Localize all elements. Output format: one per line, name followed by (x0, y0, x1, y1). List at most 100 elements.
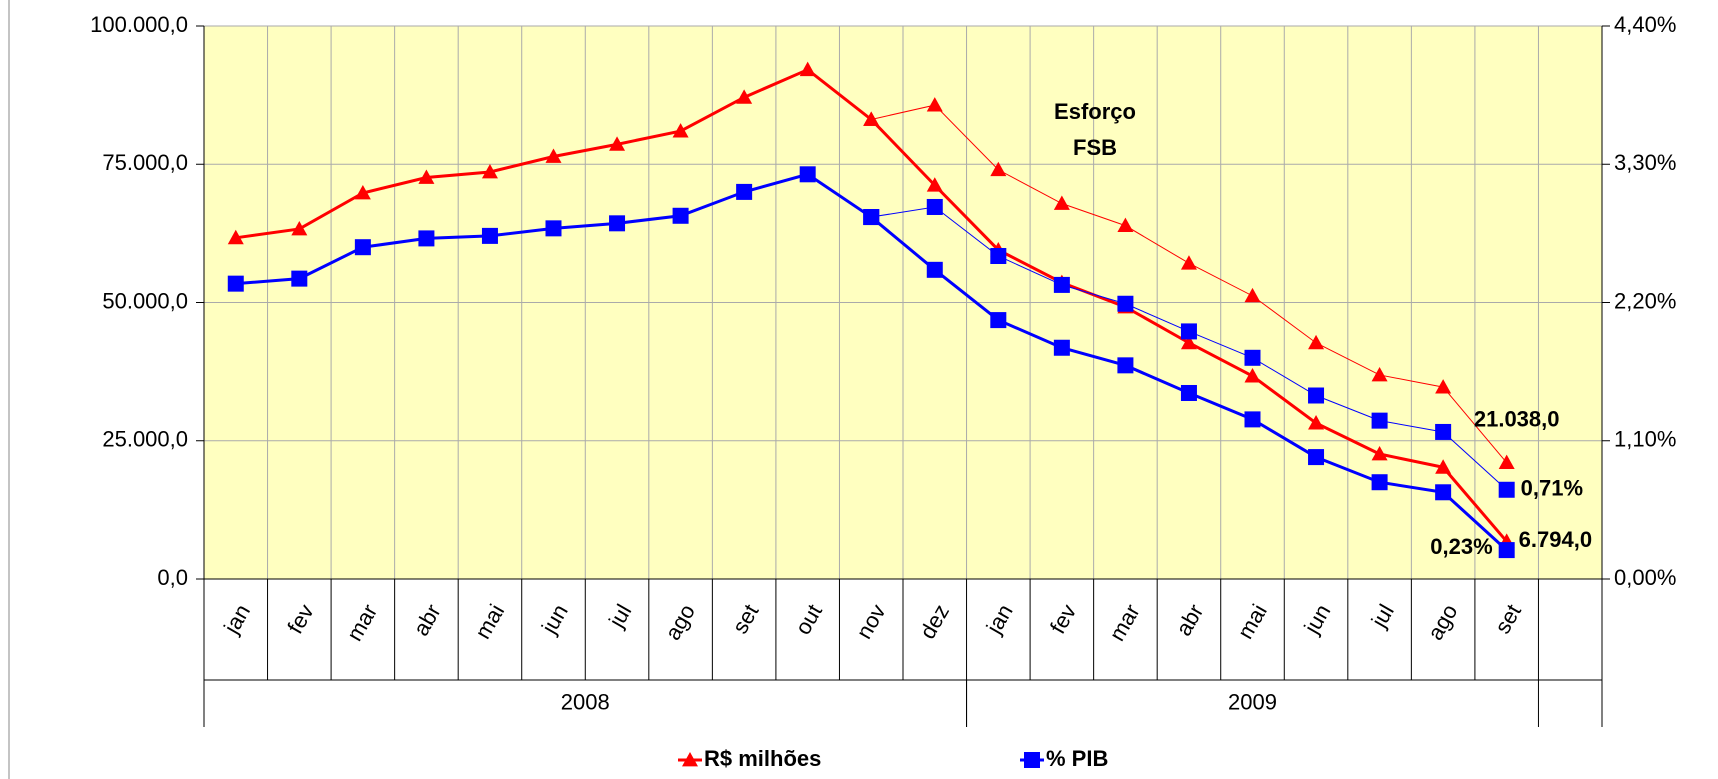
marker (1498, 454, 1515, 470)
group-label: 2008 (561, 689, 610, 714)
y2-tick-label: 2,20% (1614, 288, 1676, 313)
x-tick-label: jul (603, 600, 636, 632)
marker (1498, 542, 1515, 559)
marker (1435, 484, 1452, 501)
marker (1498, 481, 1515, 498)
marker (1180, 384, 1197, 401)
marker (609, 215, 626, 232)
marker (1244, 411, 1261, 428)
marker (1371, 474, 1388, 491)
marker (1244, 368, 1261, 383)
y-tick-label: 50.000,0 (102, 288, 188, 313)
marker (1180, 255, 1197, 270)
marker (1244, 349, 1261, 366)
marker (990, 247, 1007, 264)
marker (1180, 323, 1197, 340)
x-tick-label: ago (660, 600, 700, 644)
marker (990, 161, 1007, 177)
marker (418, 230, 435, 247)
x-tick-label: jun (1299, 600, 1336, 639)
marker (926, 198, 943, 215)
marker (1024, 752, 1040, 768)
marker (1308, 387, 1325, 404)
marker (1308, 449, 1325, 466)
marker (545, 220, 562, 237)
x-tick-label: nov (851, 600, 890, 643)
marker (1435, 379, 1452, 394)
marker (682, 752, 698, 767)
x-tick-label: dez (915, 600, 954, 643)
marker (799, 61, 816, 77)
x-tick-label: set (727, 600, 763, 638)
y-tick-label: 25.000,0 (102, 427, 188, 452)
y-tick-label: 75.000,0 (102, 150, 188, 175)
y-tick-label: 100.000,0 (90, 12, 188, 37)
marker (1371, 366, 1388, 382)
marker (990, 312, 1007, 329)
marker (1371, 446, 1388, 461)
x-tick-label: fev (1045, 600, 1081, 638)
marker (354, 239, 371, 256)
marker (1053, 339, 1070, 356)
marker (545, 148, 562, 163)
annotation: Esforço (1054, 99, 1136, 124)
marker (926, 177, 943, 192)
marker (227, 229, 244, 245)
marker (354, 185, 371, 200)
group-label: 2009 (1228, 689, 1277, 714)
legend-label: % PIB (1046, 746, 1108, 771)
x-tick-label: jan (981, 600, 1018, 639)
marker (672, 207, 689, 224)
y2-tick-label: 0,00% (1614, 565, 1676, 590)
marker (1244, 287, 1261, 303)
marker (481, 163, 498, 179)
marker (1435, 423, 1452, 440)
marker (926, 261, 943, 278)
x-tick-label: jun (536, 600, 573, 639)
x-tick-label: set (1490, 600, 1526, 638)
marker (736, 183, 753, 200)
legend-label: R$ milhões (704, 746, 821, 771)
x-tick-label: out (790, 600, 827, 639)
marker (863, 209, 880, 226)
marker (926, 97, 943, 112)
x-tick-label: abr (408, 600, 446, 640)
marker (1308, 415, 1325, 430)
x-tick-label: ago (1422, 600, 1462, 644)
x-tick-label: jan (218, 600, 255, 639)
marker (799, 166, 816, 183)
marker (672, 123, 689, 138)
value-label: 0,71% (1521, 476, 1583, 501)
marker (291, 270, 308, 287)
marker (1371, 412, 1388, 429)
y2-tick-label: 4,40% (1614, 12, 1676, 37)
marker (1117, 217, 1134, 233)
x-tick-label: mar (1104, 600, 1145, 645)
marker (1117, 357, 1134, 374)
value-label: 21.038,0 (1474, 406, 1560, 431)
marker (1308, 334, 1325, 350)
annotation: FSB (1073, 135, 1117, 160)
y-tick-label: 0,0 (157, 565, 188, 590)
x-tick-label: abr (1171, 600, 1209, 640)
marker (291, 220, 308, 236)
x-tick-label: fev (282, 600, 318, 638)
y2-tick-label: 1,10% (1614, 427, 1676, 452)
marker (481, 227, 498, 244)
x-tick-label: mai (1232, 600, 1271, 643)
marker (1117, 295, 1134, 312)
marker (1053, 195, 1070, 210)
marker (736, 89, 753, 104)
value-label: 6.794,0 (1519, 527, 1592, 552)
y2-tick-label: 3,30% (1614, 150, 1676, 175)
marker (1053, 276, 1070, 293)
marker (1180, 334, 1197, 350)
value-label: 0,23% (1430, 534, 1492, 559)
marker (418, 169, 435, 184)
x-tick-label: mar (342, 600, 383, 645)
marker (863, 111, 880, 126)
marker (227, 275, 244, 292)
marker (1435, 459, 1452, 474)
x-tick-label: mai (470, 600, 509, 643)
